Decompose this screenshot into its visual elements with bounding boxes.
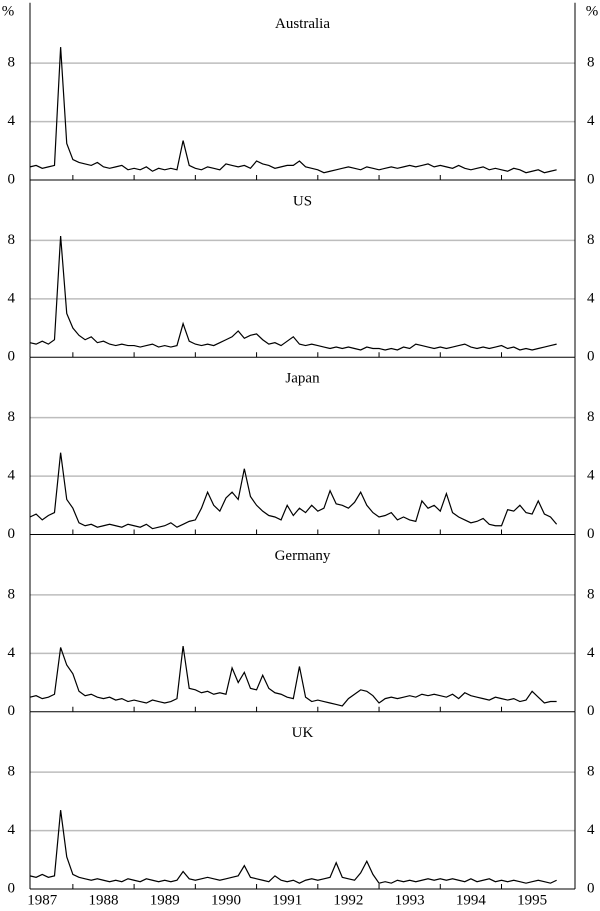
x-tick-label: 1989 — [150, 892, 180, 908]
x-tick-label: 1995 — [517, 892, 547, 908]
x-tick-label: 1992 — [333, 892, 363, 908]
y-tick-label: 4 — [8, 645, 16, 661]
y-tick-label: 0 — [8, 171, 16, 187]
panel-title: Germany — [275, 548, 331, 564]
panel-title: Australia — [275, 16, 330, 32]
y-tick-label: 0 — [587, 880, 595, 896]
y-tick-label: 0 — [587, 703, 595, 719]
y-tick-label: 4 — [587, 468, 595, 484]
x-tick-label: 1987 — [27, 892, 58, 908]
y-tick-label: 8 — [8, 55, 16, 71]
panel-title: UK — [292, 725, 314, 741]
y-tick-label: 0 — [587, 349, 595, 365]
panel-title: Japan — [285, 371, 320, 387]
x-tick-label: 1993 — [395, 892, 425, 908]
y-tick-label: 4 — [587, 645, 595, 661]
y-tick-label: 8 — [8, 586, 16, 602]
y-tick-label: 4 — [8, 113, 16, 129]
panel-title: US — [293, 193, 312, 209]
y-tick-label: 0 — [587, 526, 595, 542]
y-tick-label: 4 — [587, 113, 595, 129]
y-tick-label: 8 — [587, 232, 595, 248]
series-line — [29, 645, 557, 707]
y-tick-label: 8 — [8, 764, 16, 780]
series-line — [29, 235, 557, 351]
x-tick-label: 1991 — [272, 892, 302, 908]
y-tick-label: 4 — [587, 290, 595, 306]
y-tick-label: 8 — [8, 232, 16, 248]
y-tick-label: 0 — [8, 703, 16, 719]
y-unit: % — [586, 3, 599, 19]
y-tick-label: 4 — [8, 468, 16, 484]
y-tick-label: 0 — [587, 171, 595, 187]
y-tick-label: 4 — [8, 290, 16, 306]
y-tick-label: 4 — [587, 822, 595, 838]
x-tick-label: 1994 — [456, 892, 487, 908]
x-tick-label: 1990 — [211, 892, 241, 908]
y-tick-label: 8 — [587, 55, 595, 71]
y-unit: % — [2, 3, 15, 19]
y-tick-label: 8 — [587, 409, 595, 425]
y-tick-label: 0 — [8, 349, 16, 365]
y-tick-label: 8 — [8, 409, 16, 425]
series-line — [29, 810, 557, 884]
series-line — [29, 452, 558, 530]
y-tick-label: 0 — [8, 526, 16, 542]
y-tick-label: 0 — [8, 880, 16, 896]
y-tick-label: 4 — [8, 822, 16, 838]
x-tick-label: 1988 — [88, 892, 118, 908]
series-line — [29, 47, 557, 174]
y-tick-label: 8 — [587, 586, 595, 602]
y-tick-label: 8 — [587, 764, 595, 780]
